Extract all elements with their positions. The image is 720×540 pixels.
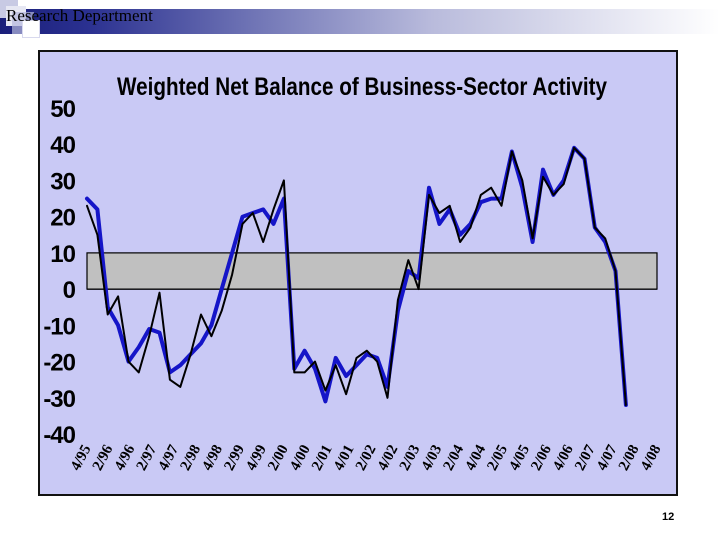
x-tick-label: 4/99 — [243, 442, 270, 473]
x-tick-label: 4/02 — [375, 442, 402, 473]
y-tick-label: 20 — [50, 205, 75, 232]
x-tick-label: 4/96 — [112, 442, 139, 473]
y-tick-label: -10 — [43, 313, 75, 340]
chart-frame: 50 40 30 20 10 0 -10 -20 -30 -40 4/95 2/96 4/96 2/97 4… — [38, 50, 678, 496]
y-tick-label: 40 — [50, 132, 75, 159]
x-tick-label: 4/05 — [506, 442, 533, 473]
y-tick-label: 30 — [50, 168, 75, 195]
x-tick-label: 4/07 — [594, 442, 621, 473]
x-tick-label: 4/00 — [287, 442, 314, 473]
x-tick-label: 4/04 — [462, 442, 489, 473]
x-tick-label: 2/97 — [134, 442, 161, 473]
header-bar — [0, 9, 720, 34]
y-tick-label: 0 — [63, 277, 76, 304]
x-tick-label: 4/06 — [550, 442, 577, 473]
x-tick-label: 4/03 — [419, 442, 446, 473]
x-tick-label: 2/03 — [397, 442, 424, 473]
y-tick-label: 50 — [50, 96, 75, 123]
band-region — [86, 252, 658, 290]
series-line-2 — [86, 146, 627, 406]
y-tick-label: -40 — [43, 422, 75, 449]
x-tick-label: 2/04 — [441, 442, 468, 473]
x-tick-label: 2/02 — [353, 442, 380, 473]
x-tick-label: 4/01 — [331, 442, 358, 473]
x-tick-label: 4/08 — [638, 442, 665, 473]
chart-title: Weighted Net Balance of Business-Sector … — [117, 73, 607, 101]
y-tick-label: -20 — [43, 350, 75, 377]
x-tick-label: 2/96 — [90, 442, 117, 473]
x-tick-label: 2/06 — [528, 442, 555, 473]
x-tick-label: 2/01 — [309, 442, 336, 473]
x-tick-label: 2/05 — [484, 442, 511, 473]
x-tick-label: 2/00 — [265, 442, 292, 473]
x-tick-label: 4/97 — [156, 442, 183, 473]
x-tick-label: 2/99 — [221, 442, 248, 473]
x-tick-label: 2/98 — [177, 442, 204, 473]
header-logo-squares — [0, 0, 60, 48]
y-tick-label: 10 — [50, 241, 75, 268]
page-number: 12 — [662, 511, 675, 523]
x-tick-label: 2/08 — [616, 442, 643, 473]
x-tick-label: 2/07 — [572, 442, 599, 473]
y-tick-label: -30 — [43, 386, 75, 413]
header-title: Research Department — [6, 6, 153, 25]
chart-plot: 50403020100-10-20-30-404/952/964/962/974… — [43, 73, 665, 473]
x-tick-label: 4/98 — [199, 442, 226, 473]
